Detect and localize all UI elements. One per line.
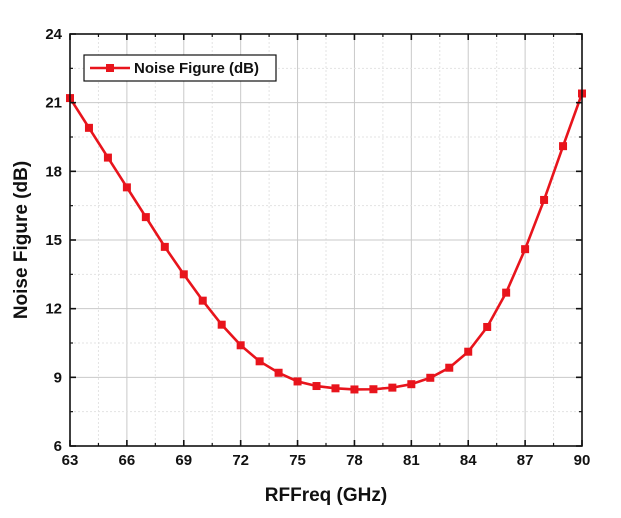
data-point-marker [540,195,549,204]
x-tick-label: 69 [175,452,192,469]
data-point-marker [350,385,359,394]
x-tick-label: 72 [232,452,249,469]
data-point-marker [312,382,321,391]
data-point-marker [122,183,131,192]
data-point-marker [445,363,454,372]
x-tick-label: 84 [460,452,477,469]
y-tick-label: 9 [54,369,62,386]
legend-box [83,54,277,82]
data-point-marker [160,242,169,251]
x-tick-label: 66 [119,452,136,469]
data-point-marker [84,123,93,132]
x-tick-label: 87 [517,452,534,469]
data-point-marker [198,296,207,305]
data-point-marker [293,377,302,386]
data-point-marker [521,245,530,254]
legend-label: Noise Figure (dB) [134,60,259,77]
x-tick-label: 81 [403,452,420,469]
data-point-marker [502,288,511,297]
y-tick-label: 18 [45,163,62,180]
data-point-marker [274,368,283,377]
grid-lines [69,33,583,447]
data-point-marker [103,153,112,162]
legend: Noise Figure (dB) [83,54,277,82]
data-point-marker [179,270,188,279]
x-tick-label: 75 [289,452,306,469]
data-point-marker [483,322,492,331]
y-axis-title: Noise Figure (dB) [11,161,32,319]
y-tick-label: 21 [45,95,62,112]
series-layer [66,89,586,394]
data-point-marker [236,341,245,350]
x-tick-label: 63 [62,452,79,469]
data-point-marker [255,357,264,366]
data-point-marker [407,380,416,389]
data-point-marker [141,213,150,222]
data-point-marker [217,320,226,329]
data-point-marker [559,142,568,151]
x-axis-title: RFFreq (GHz) [265,485,387,506]
y-tick-label: 12 [45,301,62,318]
data-point-marker [426,373,435,382]
data-point-marker [331,384,340,393]
data-point-marker [464,347,473,356]
y-tick-label: 6 [54,438,62,455]
y-tick-label: 24 [45,26,62,43]
x-tick-label: 90 [574,452,591,469]
data-point-marker [369,385,378,394]
x-tick-label: 78 [346,452,363,469]
series-line-noise-figure [68,93,584,391]
data-point-marker [388,383,397,392]
legend-marker-sample [106,64,114,72]
y-tick-label: 15 [45,232,62,249]
